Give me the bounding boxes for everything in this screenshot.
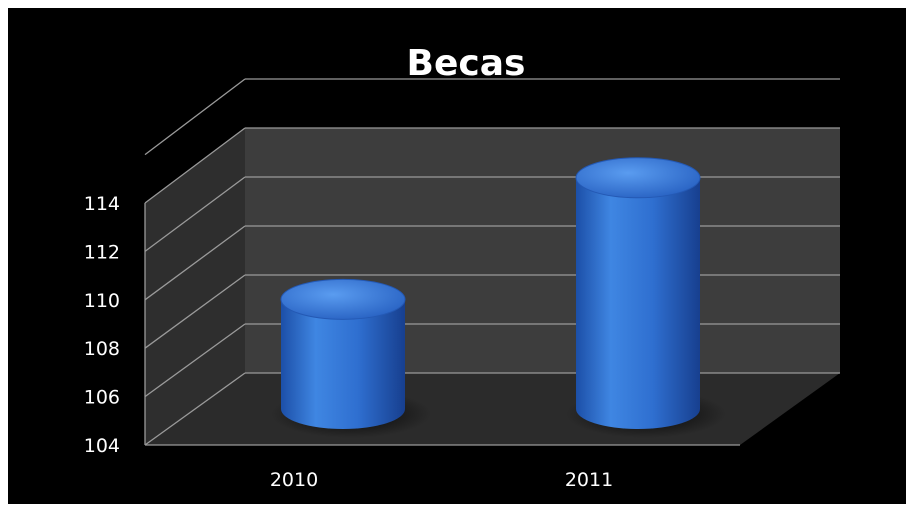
bar-body (281, 299, 405, 429)
y-tick-label: 108 (84, 338, 120, 360)
y-tick-label: 114 (84, 193, 120, 215)
y-tick-label: 110 (84, 290, 120, 312)
bar-top (280, 278, 406, 320)
bar-2011 (566, 157, 726, 438)
y-tick-label: 104 (84, 435, 120, 457)
bar-top (575, 157, 701, 199)
chart-frame: Becas 104 106 108 110 112 114 2010 2011 (8, 8, 906, 504)
x-axis-ticks: 2010 2011 (270, 469, 613, 491)
bars (271, 157, 726, 438)
chart-area: Becas 104 106 108 110 112 114 2010 2011 (84, 43, 840, 491)
side-wall (145, 128, 245, 445)
gridline-side (144, 274, 246, 349)
gridline-side (144, 127, 246, 204)
chart-floor (145, 373, 840, 445)
y-axis-ticks: 104 106 108 110 112 114 (84, 193, 120, 457)
x-tick-label: 2011 (565, 469, 613, 491)
gridline-side (144, 372, 246, 446)
gridline-side (144, 225, 246, 301)
y-tick-label: 106 (84, 387, 120, 409)
y-tick-label: 112 (84, 241, 120, 263)
gridline-side (144, 78, 246, 156)
bar-2010 (271, 278, 431, 438)
chart-title: Becas (407, 43, 526, 84)
gridline-side (144, 176, 246, 252)
gridline-side (144, 323, 246, 398)
x-tick-label: 2010 (270, 469, 318, 491)
bar-body (576, 177, 700, 429)
